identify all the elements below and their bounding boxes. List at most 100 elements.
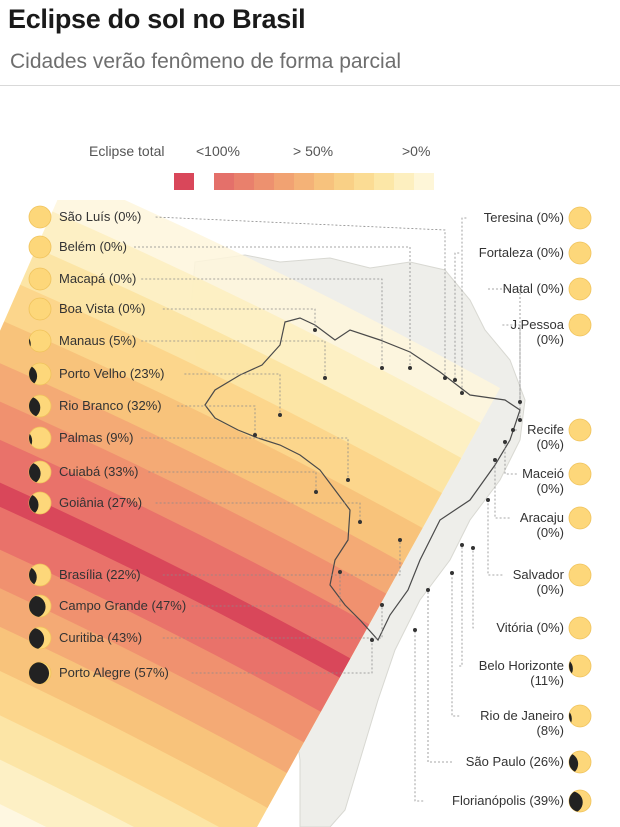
sun-icon: [28, 661, 52, 685]
moon-shadow: [29, 493, 39, 514]
leader-line: [414, 630, 424, 802]
city-dot: [314, 490, 318, 494]
city-dot: [453, 378, 457, 382]
leader-line: [155, 502, 361, 522]
moon-shadow: [29, 662, 50, 684]
city-label: Natal (0%): [503, 281, 564, 296]
leader-line: [141, 437, 349, 480]
city-dot: [323, 376, 327, 380]
leader-line: [487, 500, 503, 576]
sun-icon: [28, 460, 52, 484]
leader-line: [177, 405, 256, 435]
city-dot: [380, 366, 384, 370]
sun-icon: [568, 704, 592, 728]
city-dot: [518, 400, 522, 404]
city-label: Recife (0%): [527, 422, 564, 452]
moon-shadow: [569, 791, 583, 812]
city-label: Belo Horizonte (11%): [479, 658, 564, 688]
city-label: Porto Alegre (57%): [59, 665, 169, 680]
city-dot: [398, 538, 402, 542]
city-label-name: São Paulo (26%): [465, 754, 564, 769]
sun-icon: [28, 362, 52, 386]
city-dot: [346, 478, 350, 482]
leader-line: [488, 288, 521, 402]
legend-scale-swatch: [374, 173, 394, 190]
leader-line: [502, 324, 521, 420]
legend-scale: [214, 173, 434, 190]
sun-icon: [28, 426, 52, 450]
leader-line: [191, 640, 373, 674]
city-label: Salvador (0%): [513, 567, 564, 597]
legend-scale-swatch: [334, 173, 354, 190]
leader-line: [155, 216, 446, 378]
leader-line: [494, 460, 510, 519]
city-dot: [503, 440, 507, 444]
city-label: Campo Grande (47%): [59, 598, 187, 613]
city-label-name: Natal (0%): [502, 281, 564, 296]
eclipse-bands: [0, 200, 501, 827]
city-label: J.Pessoa (0%): [511, 317, 564, 347]
city-label: Macapá (0%): [59, 271, 137, 286]
sun-icon: [28, 267, 52, 291]
city-label-name: Teresina (0%): [483, 210, 564, 225]
city-label: Curitiba (43%): [59, 630, 143, 645]
leader-line: [191, 572, 341, 607]
city-label-percent: (0%): [536, 481, 564, 496]
sun-icon: [28, 394, 52, 418]
legend-scale-swatch: [314, 173, 334, 190]
city-label: Brasília (22%): [59, 567, 141, 582]
city-label: São Luís (0%): [59, 209, 142, 224]
sun-icon: [568, 462, 592, 486]
city-label-percent: (0%): [536, 437, 564, 452]
legend-scale-swatch: [214, 173, 234, 190]
sun-icon: [28, 297, 52, 321]
city-dot: [253, 433, 257, 437]
leader-line: [134, 246, 411, 368]
header-divider: [0, 85, 620, 86]
city-dot: [450, 571, 454, 575]
city-label: Goiânia (27%): [59, 495, 143, 510]
moon-shadow: [29, 396, 41, 417]
leader-line: [162, 605, 383, 639]
city-dot: [511, 428, 515, 432]
legend-total-label: Eclipse total: [89, 143, 165, 159]
sun-icon: [568, 418, 592, 442]
sun-icon: [568, 563, 592, 587]
leader-line: [504, 442, 517, 475]
sun-icon: [568, 750, 592, 774]
sun-icon: [28, 205, 52, 229]
city-label: Belém (0%): [59, 239, 127, 254]
city-label-name: Florianópolis (39%): [452, 793, 564, 808]
legend-scale-label-max: <100%: [196, 143, 240, 159]
sun-icon: [28, 491, 52, 515]
leader-line: [472, 548, 474, 629]
city-dot: [443, 376, 447, 380]
city-dot: [518, 418, 522, 422]
city-dot: [278, 413, 282, 417]
city-label: Maceió (0%): [522, 466, 564, 496]
city-dot: [358, 520, 362, 524]
city-dot: [426, 588, 430, 592]
eclipse-map: [0, 173, 592, 827]
legend-scale-swatch: [414, 173, 434, 190]
leader-line: [148, 471, 317, 492]
city-dot: [493, 458, 497, 462]
city-dot: [408, 366, 412, 370]
moon-shadow: [569, 752, 579, 773]
leader-line: [141, 278, 383, 368]
city-label: Aracaju (0%): [520, 510, 564, 540]
city-label-name: J.Pessoa: [510, 317, 564, 332]
sun-icon: [28, 626, 52, 650]
city-label: Vitória (0%): [496, 620, 564, 635]
city-label-name: Rio de Janeiro: [480, 708, 564, 723]
city-label-percent: (0%): [536, 582, 564, 597]
city-label: Rio de Janeiro (8%): [480, 708, 564, 738]
city-label: Manaus (5%): [59, 333, 137, 348]
city-label-name: Recife: [527, 422, 564, 437]
city-label-name: Fortaleza (0%): [478, 245, 564, 260]
legend-scale-label-mid: > 50%: [293, 143, 334, 159]
city-dots: [253, 328, 522, 642]
brazil-border: [204, 317, 521, 642]
sun-icon: [568, 789, 592, 813]
city-label-name: Aracaju: [519, 510, 564, 525]
